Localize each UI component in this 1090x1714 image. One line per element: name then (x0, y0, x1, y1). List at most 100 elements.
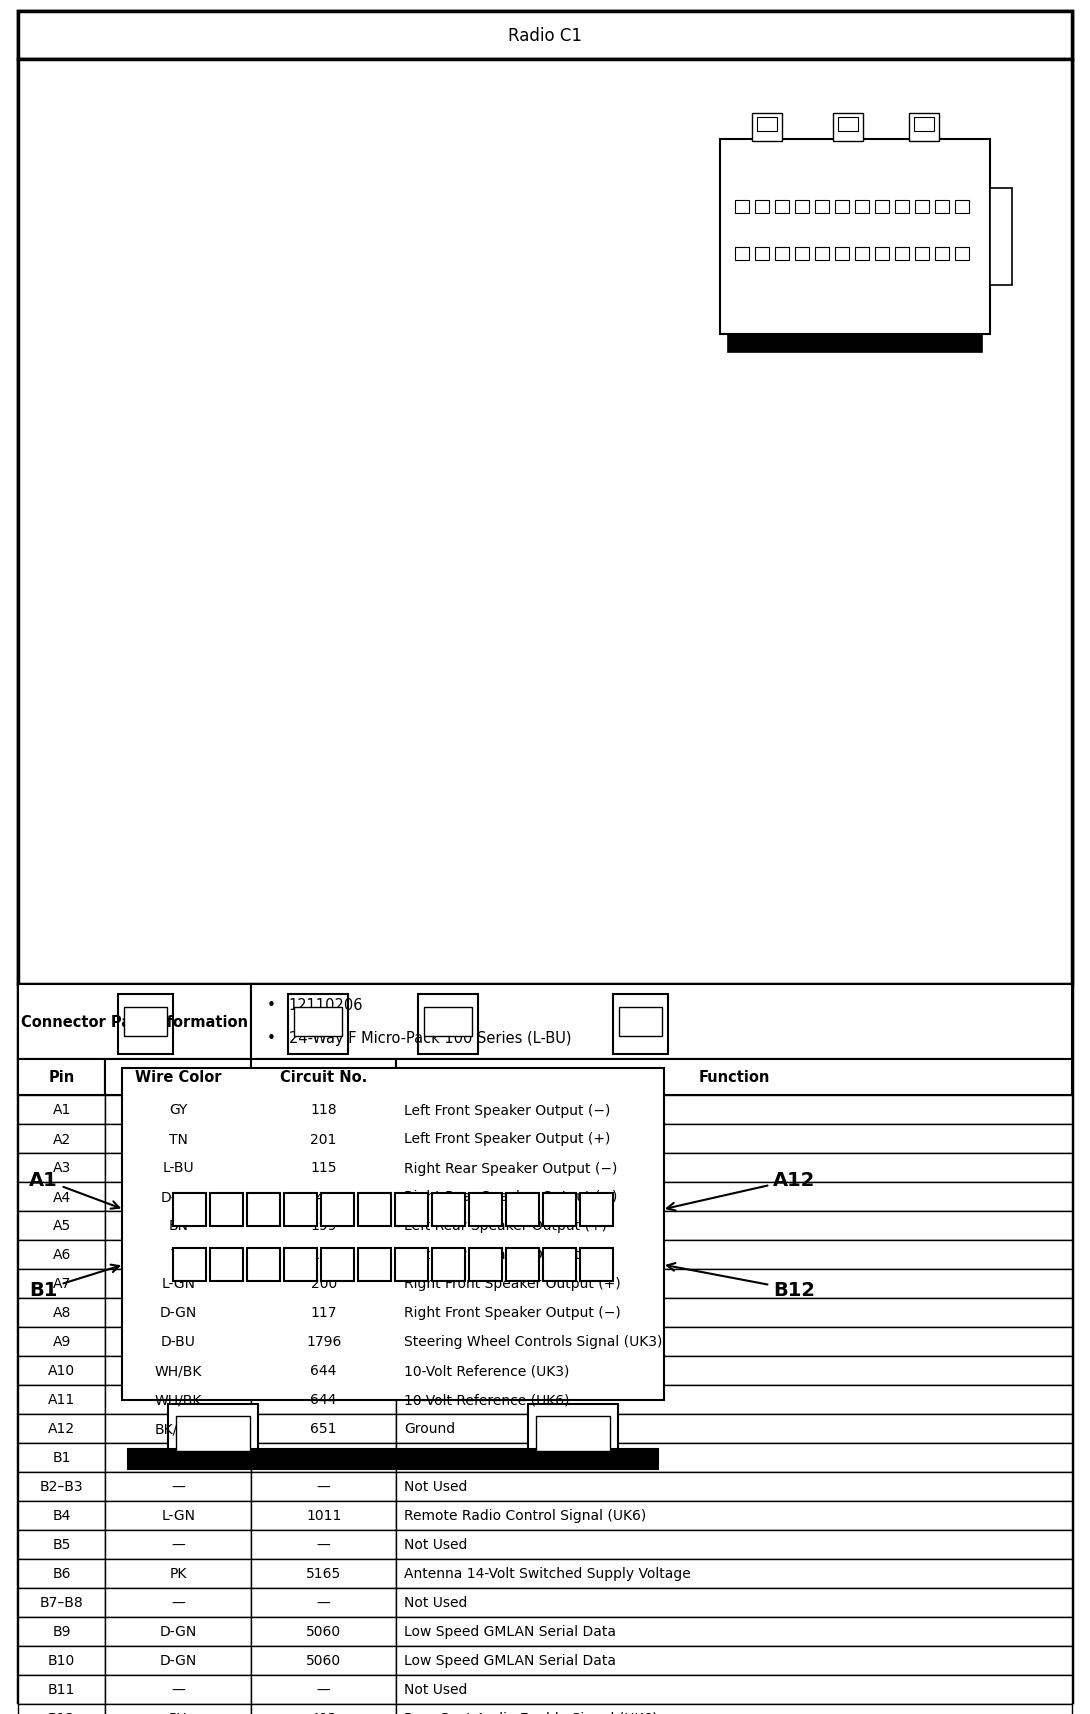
Bar (19, 1270, 106, 1297)
Bar (106, 1645, 251, 1675)
Bar (113, 1464, 673, 1508)
Bar (915, 118, 934, 132)
Text: B4: B4 (52, 1508, 71, 1522)
Bar (106, 1356, 251, 1385)
Bar (895, 249, 909, 261)
Bar (397, 1154, 1071, 1183)
Bar (735, 201, 749, 214)
Bar (19, 1095, 106, 1124)
Bar (358, 1193, 391, 1226)
Bar (397, 1183, 1071, 1212)
Bar (838, 118, 859, 132)
Bar (251, 1531, 397, 1560)
Text: B11: B11 (48, 1683, 75, 1697)
Bar (397, 1124, 1071, 1154)
Text: B2–B3: B2–B3 (40, 1479, 84, 1493)
Bar (397, 1095, 1071, 1124)
Bar (720, 141, 990, 334)
Bar (397, 1241, 1071, 1270)
Text: D-BU: D-BU (160, 1190, 195, 1203)
Bar (955, 249, 969, 261)
Text: Steering Wheel Controls Signal (UK3): Steering Wheel Controls Signal (UK3) (404, 1335, 663, 1349)
Bar (251, 1183, 397, 1212)
Bar (397, 1414, 1071, 1443)
Bar (251, 1589, 397, 1616)
Bar (397, 1501, 1071, 1531)
Bar (580, 1193, 613, 1226)
Bar (19, 1501, 106, 1531)
Bar (19, 1385, 106, 1414)
Bar (251, 1212, 397, 1241)
Bar (251, 1501, 397, 1531)
Bar (19, 1645, 106, 1675)
Bar (247, 1193, 280, 1226)
Bar (728, 334, 982, 353)
Text: 117: 117 (311, 1306, 337, 1320)
Bar (758, 118, 777, 132)
Bar (124, 1008, 167, 1037)
Text: WH/BK: WH/BK (155, 1364, 202, 1378)
Text: 115: 115 (311, 1160, 337, 1174)
Text: L-BU: L-BU (162, 1160, 194, 1174)
Bar (432, 1248, 465, 1282)
Bar (397, 1270, 1071, 1297)
Bar (397, 1212, 1071, 1241)
Text: Right Front Speaker Output (−): Right Front Speaker Output (−) (404, 1306, 621, 1320)
Bar (795, 249, 809, 261)
Bar (955, 201, 969, 214)
Bar (251, 1327, 397, 1356)
Bar (19, 1531, 106, 1560)
Bar (251, 1385, 397, 1414)
Bar (251, 984, 1071, 1059)
Bar (251, 1270, 397, 1297)
Bar (915, 201, 929, 214)
Text: A10: A10 (48, 1364, 75, 1378)
Text: RD/WH: RD/WH (154, 1450, 203, 1465)
Text: •: • (266, 1030, 276, 1046)
Bar (875, 249, 889, 261)
Text: Remote Radio Control Signal (UK6): Remote Radio Control Signal (UK6) (404, 1508, 646, 1522)
Bar (251, 1443, 397, 1472)
Bar (106, 1183, 251, 1212)
Text: PU: PU (169, 1712, 187, 1714)
Text: A12: A12 (667, 1171, 815, 1210)
Bar (106, 1124, 251, 1154)
Text: WH/BK: WH/BK (155, 1393, 202, 1407)
Bar (358, 1248, 391, 1282)
Bar (19, 1059, 106, 1095)
Bar (108, 1054, 678, 1414)
Bar (106, 1241, 251, 1270)
Bar (834, 113, 863, 142)
Text: Right Rear Speaker Output (−): Right Rear Speaker Output (−) (404, 1160, 618, 1174)
Text: 5060: 5060 (306, 1654, 341, 1668)
Text: A5: A5 (52, 1219, 71, 1232)
Bar (106, 1095, 251, 1124)
Bar (19, 60, 1071, 984)
Bar (251, 1124, 397, 1154)
Text: B10: B10 (48, 1654, 75, 1668)
Text: PK: PK (170, 1567, 186, 1580)
Text: Low Speed GMLAN Serial Data: Low Speed GMLAN Serial Data (404, 1654, 616, 1668)
Text: A6: A6 (52, 1248, 71, 1262)
Bar (619, 1008, 662, 1037)
Bar (294, 1008, 342, 1037)
Bar (755, 201, 770, 214)
Text: Left Rear Speaker Output (+): Left Rear Speaker Output (+) (404, 1219, 607, 1232)
Bar (19, 1616, 106, 1645)
Bar (395, 1248, 428, 1282)
Bar (284, 1248, 317, 1282)
Bar (815, 201, 829, 214)
Bar (735, 249, 749, 261)
Bar (251, 1675, 397, 1704)
Bar (106, 1270, 251, 1297)
Text: TN: TN (169, 1131, 187, 1147)
Bar (397, 1560, 1071, 1589)
Bar (895, 201, 909, 214)
Bar (397, 1675, 1071, 1704)
Text: D-BU: D-BU (160, 1335, 195, 1349)
Text: Not Used: Not Used (404, 1683, 468, 1697)
Bar (106, 1154, 251, 1183)
Bar (106, 1589, 251, 1616)
Text: Function: Function (699, 1070, 770, 1085)
Text: Not Used: Not Used (404, 1596, 468, 1609)
